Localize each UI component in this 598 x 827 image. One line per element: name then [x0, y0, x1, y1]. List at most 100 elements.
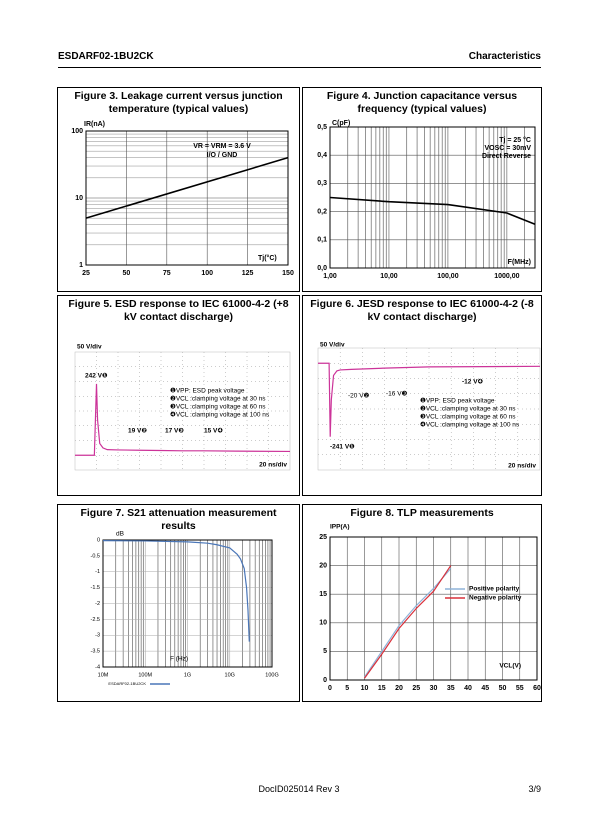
x-tick-label: 100G [265, 672, 278, 678]
y-tick-label: 0,0 [317, 265, 327, 272]
figure-box: Figure 4. Junction capacitance versus fr… [302, 87, 542, 292]
figure-box: Figure 7. S21 attenuation measurement re… [57, 504, 300, 702]
x-tick-label: 45 [481, 685, 489, 692]
annotation: -241 V❶ [330, 444, 355, 451]
annotation: dB [116, 531, 124, 538]
annotation: ❷VCL :clamping voltage at 30 ns [420, 406, 516, 413]
x-tick-label: 50 [499, 685, 507, 692]
y-tick-label: -3.5 [91, 649, 100, 655]
figure-box: Figure 6. JESD response to IEC 61000-4-2… [302, 295, 542, 496]
series-line [85, 156, 289, 219]
figure-box: Figure 5. ESD response to IEC 61000-4-2 … [57, 295, 300, 496]
plot-frame [317, 347, 541, 471]
annotation: 19 V❷ [128, 428, 147, 435]
y-tick-label: 15 [319, 591, 327, 598]
x-tick-label: 55 [516, 685, 524, 692]
figure-title: Figure 3. Leakage current versus junctio… [74, 90, 283, 115]
y-tick-label: 5 [323, 648, 327, 655]
annotation: -12 V❹ [462, 379, 483, 386]
annotation: 15 V❹ [204, 428, 223, 435]
annotation: Direct Reverse [482, 153, 531, 160]
y-tick-label: -2.5 [91, 617, 100, 623]
annotation: -16 V❸ [386, 390, 408, 398]
x-tick-label: 75 [163, 270, 171, 277]
annotation: ❸VCL :clamping voltage at 60 ns [170, 403, 266, 411]
x-tick-label: 35 [447, 685, 455, 692]
annotation: 50 V/div [77, 344, 102, 351]
y-tick-label: 0,3 [317, 180, 327, 187]
annotation: VR = VRM = 3.6 V [193, 143, 251, 150]
annotation: ❶VPP: ESD peak voltage [170, 388, 245, 395]
annotation: IR(nA) [84, 121, 105, 128]
y-tick-label: -3 [95, 633, 100, 639]
y-tick-label: 25 [319, 534, 327, 541]
annotation: 50 V/div [320, 342, 345, 349]
y-tick-label: -0.5 [91, 553, 100, 559]
y-tick-label: -2 [95, 601, 100, 607]
y-tick-label: 0 [97, 537, 100, 543]
annotation: ❷VCL :clamping voltage at 30 ns [170, 396, 266, 403]
x-tick-label: 10 [361, 685, 369, 692]
y-tick-label: 20 [319, 562, 327, 569]
x-tick-label: 20 [395, 685, 403, 692]
y-tick-label: -4 [95, 664, 100, 670]
y-tick-label: 100 [71, 128, 83, 135]
x-tick-label: 50 [123, 270, 131, 277]
header-rule [58, 67, 541, 68]
annotation: IPP(A) [330, 524, 350, 531]
header-section: Characteristics [468, 51, 541, 62]
series-line [75, 383, 291, 456]
x-tick-label: 150 [282, 270, 294, 277]
y-tick-label: 10 [319, 620, 327, 627]
x-tick-label: 0 [328, 685, 332, 692]
annotation: Tj(°C) [258, 254, 277, 262]
x-tick-label: 125 [242, 270, 254, 277]
annotation: 17 V❸ [165, 428, 184, 435]
x-tick-label: 10M [98, 672, 109, 678]
annotation: 20 ns/div [508, 463, 536, 470]
figure-title: Figure 8. TLP measurements [350, 507, 494, 519]
x-tick-label: 10,00 [380, 273, 398, 280]
annotation: Tj = 25 °C [499, 136, 531, 144]
y-tick-label: 1 [79, 262, 83, 269]
legend-label: Positive polarity [469, 586, 520, 593]
annotation: I/O / GND [207, 152, 238, 159]
y-tick-label: 0,1 [317, 237, 327, 244]
annotation: F (Hz) [170, 656, 188, 663]
series-line [364, 568, 452, 678]
figure-title: Figure 6. JESD response to IEC 61000-4-2… [310, 298, 534, 323]
series-line [364, 565, 452, 679]
x-tick-label: 40 [464, 685, 472, 692]
figure-box: Figure 8. TLP measurements [302, 504, 542, 702]
annotation: -20 V❷ [348, 393, 370, 400]
y-tick-label: 10 [75, 195, 83, 202]
legend-label: ESDARF02-1BU2CK [108, 681, 146, 686]
figure-title: Figure 4. Junction capacitance versus fr… [326, 90, 518, 115]
x-tick-label: 30 [430, 685, 438, 692]
y-tick-label: 0,5 [317, 124, 327, 131]
x-tick-label: 5 [345, 685, 349, 692]
figure-title: Figure 7. S21 attenuation measurement re… [80, 507, 277, 532]
footer-page: 3/9 [528, 784, 541, 794]
x-tick-label: 25 [82, 270, 90, 277]
figure-title: Figure 5. ESD response to IEC 61000-4-2 … [68, 298, 289, 323]
x-tick-label: 1000,00 [494, 273, 519, 280]
x-tick-label: 1,00 [323, 273, 337, 280]
y-tick-label: -1 [95, 569, 100, 575]
y-tick-label: 0 [323, 677, 327, 684]
annotation: 242 V❶ [85, 373, 108, 380]
annotation: C(pF) [332, 120, 350, 127]
y-tick-label: 0,2 [317, 208, 327, 215]
y-tick-label: -1.5 [91, 585, 100, 591]
x-tick-label: 60 [533, 685, 541, 692]
annotation: ❸VCL :clamping voltage at 60 ns [420, 413, 516, 421]
x-tick-label: 15 [378, 685, 386, 692]
figure-box: Figure 3. Leakage current versus junctio… [57, 87, 300, 292]
x-tick-label: 100,00 [437, 273, 459, 280]
y-tick-label: 0,4 [317, 152, 327, 159]
annotation: F(MHz) [508, 259, 531, 266]
annotation: VOSC = 30mV [485, 145, 532, 152]
series-line [318, 362, 541, 437]
